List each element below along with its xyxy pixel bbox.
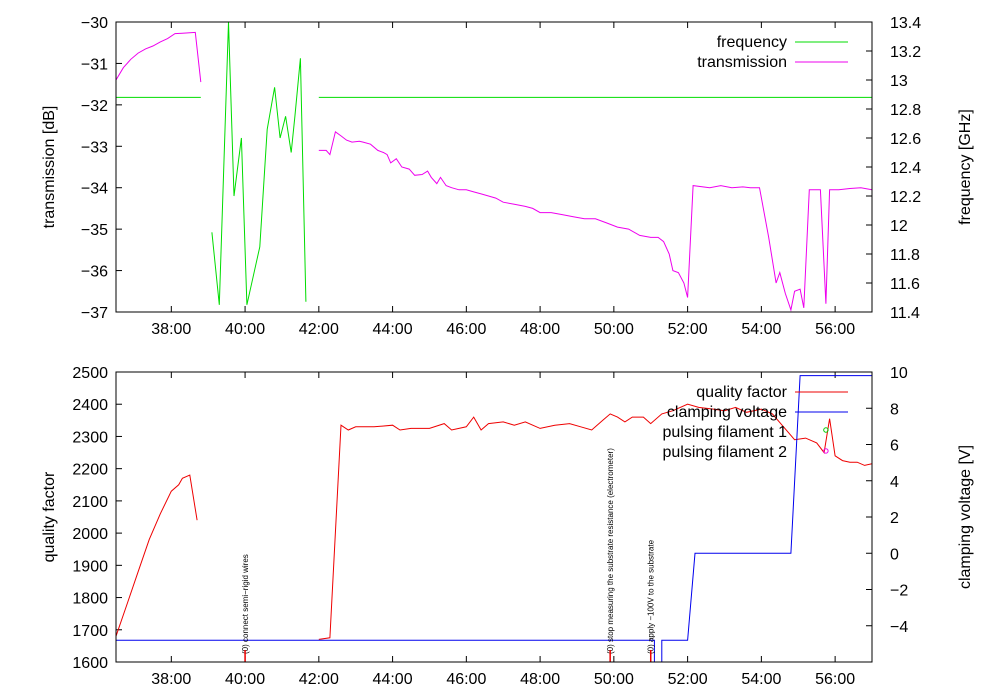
y-tick-label: −31	[81, 56, 108, 73]
y2-tick-label: 13	[890, 73, 908, 90]
series-line-transmission	[116, 31, 202, 83]
y-tick-label: 1700	[72, 623, 108, 640]
y-tick-label: −37	[81, 305, 108, 322]
y-tick-label: −30	[81, 15, 108, 32]
x-tick-label: 54:00	[741, 321, 781, 338]
x-tick-label: 40:00	[225, 671, 265, 688]
y-tick-label: 2200	[72, 462, 108, 479]
x-tick-label: 48:00	[520, 321, 560, 338]
x-tick-label: 42:00	[299, 671, 339, 688]
y2-tick-label: 6	[890, 438, 899, 455]
y-tick-label: −36	[81, 264, 108, 281]
y-tick-label: −34	[81, 181, 108, 198]
series-line-transmission	[318, 130, 872, 312]
y2-tick-label: 11.8	[890, 247, 920, 264]
series-line-quality-factor	[318, 403, 872, 640]
y2-tick-label: −2	[890, 583, 908, 600]
y2-tick-label: 12.8	[890, 102, 921, 119]
y2-tick-label: 0	[890, 546, 899, 563]
y2-tick-label: 2	[890, 510, 899, 527]
y-tick-label: 1600	[72, 655, 108, 672]
y2-tick-label: 12	[890, 218, 908, 235]
x-tick-label: 54:00	[741, 671, 781, 688]
legend-label: pulsing filament 1	[662, 424, 787, 441]
x-tick-label: 42:00	[299, 321, 339, 338]
y-tick-label: −33	[81, 139, 108, 156]
x-tick-label: 44:00	[373, 321, 413, 338]
plot-frame	[115, 371, 873, 663]
y-tick-label: 1800	[72, 591, 108, 608]
top-panel: 38:00 40:00 42:00 44:00 46:00 48:00 50:00 52:00…	[41, 15, 974, 338]
y-axis-label: transmission [dB]	[41, 106, 58, 229]
y2-tick-label: 12.4	[890, 160, 921, 177]
y-tick-label: 2100	[72, 494, 108, 511]
series-line-quality-factor	[116, 474, 198, 637]
y-tick-label: −32	[81, 98, 108, 115]
x-tick-label: 52:00	[668, 321, 708, 338]
y-tick-label: 1900	[72, 558, 108, 575]
point-pulsing-filament-1	[823, 427, 829, 433]
point-pulsing-filament-2	[823, 448, 829, 454]
legend-label: pulsing filament 2	[662, 444, 787, 461]
y2-tick-label: 11.6	[890, 276, 920, 293]
y2-tick-label: 4	[890, 474, 899, 491]
legend-label: transmission	[697, 54, 787, 71]
y2-tick-label: −4	[890, 619, 908, 636]
annotation-text: (0) apply −100V to the substrate	[647, 539, 656, 654]
annotation-text: (0) stop measuring the substrate resista…	[606, 448, 615, 654]
x-tick-label: 50:00	[594, 671, 634, 688]
x-tick-label: 56:00	[815, 321, 855, 338]
y-tick-label: 2400	[72, 397, 108, 414]
y-tick-label: 2500	[72, 365, 108, 382]
y-tick-label: −35	[81, 222, 108, 239]
x-tick-label: 44:00	[373, 671, 413, 688]
x-tick-label: 38:00	[151, 671, 191, 688]
x-tick-label: 38:00	[151, 321, 191, 338]
y-tick-label: 2000	[72, 526, 108, 543]
y2-tick-label: 13.2	[890, 44, 921, 61]
x-tick-label: 40:00	[225, 321, 265, 338]
y2-tick-label: 11.4	[890, 305, 920, 322]
y-axis-label: quality factor	[41, 471, 58, 562]
x-tick-label: 46:00	[446, 321, 486, 338]
x-tick-label: 46:00	[446, 671, 486, 688]
plot-area	[116, 375, 872, 663]
x-tick-label: 56:00	[815, 671, 855, 688]
legend-label: frequency	[717, 34, 787, 51]
legend-label: clamping voltage	[667, 404, 787, 421]
y2-axis-label: frequency [GHz]	[957, 109, 974, 225]
y2-tick-label: 13.4	[890, 15, 921, 32]
y2-tick-label: 8	[890, 401, 899, 418]
legend-label: quality factor	[696, 384, 787, 401]
annotation-text: (0) connect semi−rigid wires	[241, 554, 250, 654]
y2-tick-label: 12.6	[890, 131, 921, 148]
series-line-frequency	[211, 21, 307, 305]
y2-axis-label: clamping voltage [V]	[957, 445, 974, 589]
x-tick-label: 52:00	[668, 671, 708, 688]
bottom-panel: 38:00 40:00 42:00 44:00 46:00 48:00 50:00 52:00…	[41, 365, 974, 688]
series-line-clamping-voltage	[116, 375, 872, 663]
y-tick-label: 2300	[72, 429, 108, 446]
y2-tick-label: 12.2	[890, 189, 921, 206]
y2-tick-label: 10	[890, 365, 908, 382]
x-tick-label: 48:00	[520, 671, 560, 688]
plot-frame	[115, 21, 873, 313]
plot-area	[116, 21, 872, 312]
x-tick-label: 50:00	[594, 321, 634, 338]
